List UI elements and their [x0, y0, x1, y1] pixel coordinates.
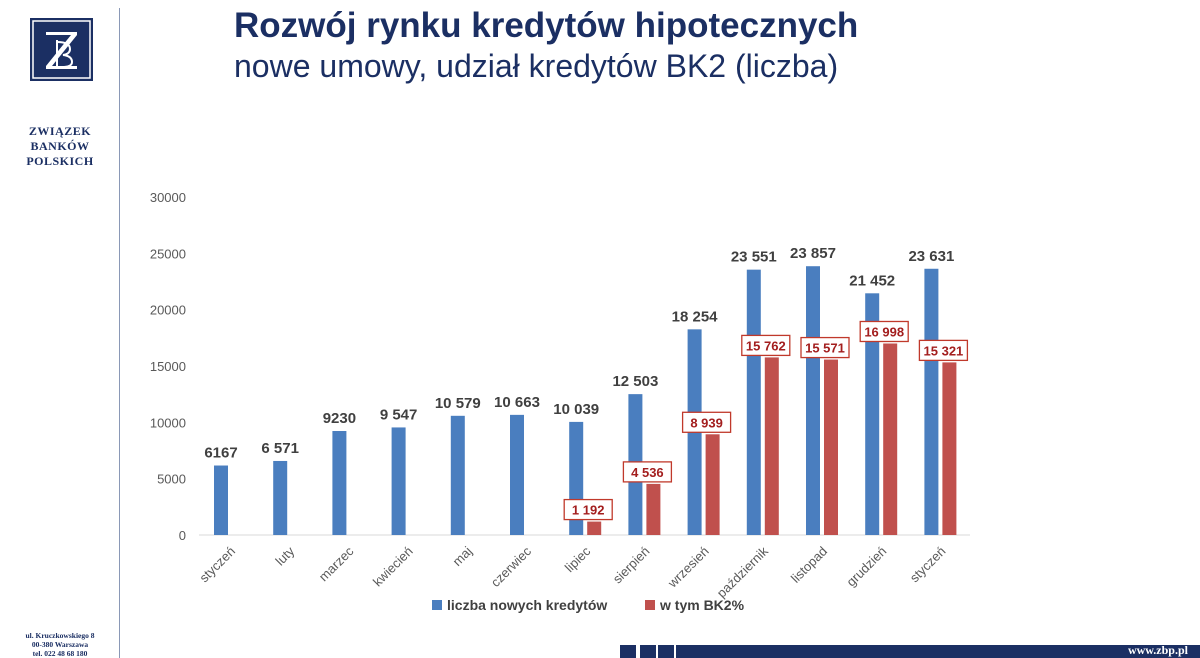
bar-liczba-nowych-kredytow [510, 414, 524, 535]
bar-liczba-nowych-kredytow [924, 268, 939, 535]
y-tick-label: 10000 [150, 415, 186, 430]
bar-liczba-nowych-kredytow [332, 431, 347, 535]
y-tick-label: 15000 [150, 359, 186, 374]
data-label-box-w-tym-bk2 [918, 339, 969, 362]
x-tick-label: listopad [788, 544, 830, 586]
data-label-liczba-nowych-kredytow: 23 551 [731, 249, 777, 266]
footer-square [640, 645, 656, 658]
data-label-liczba-nowych-kredytow: 9 547 [380, 406, 418, 423]
data-label-box-w-tym-bk2 [622, 461, 673, 483]
legend-swatch-liczba-nowych-kredytow [432, 600, 442, 610]
x-tick-label: styczeń [907, 544, 949, 586]
x-tick-label: grudzień [843, 544, 889, 590]
organization-name-line: BANKÓW [30, 139, 90, 153]
organization-name-line: POLSKICH [26, 154, 94, 168]
data-label-w-tym-bk2: 8 939 [690, 415, 723, 430]
data-label-liczba-nowych-kredytow: 18 254 [672, 308, 719, 325]
x-tick-label: kwiecień [370, 544, 416, 590]
address-line: tel. 022 48 68 180 [32, 649, 88, 658]
bar-liczba-nowych-kredytow [865, 293, 880, 535]
x-tick-label: czerwiec [488, 543, 535, 590]
bar-liczba-nowych-kredytow [450, 415, 465, 535]
data-label-box-w-tym-bk2 [681, 411, 732, 433]
x-tick-label: wrzesień [664, 544, 712, 592]
footer-bar [676, 645, 1200, 658]
bar-w-tym-bk2 [587, 521, 602, 535]
data-label-liczba-nowych-kredytow: 12 503 [612, 373, 658, 390]
legend-label-w-tym-bk2: w tym BK2% [659, 597, 745, 613]
bar-w-tym-bk2 [824, 359, 838, 535]
data-label-w-tym-bk2: 16 998 [864, 324, 904, 339]
bar-liczba-nowych-kredytow [214, 465, 228, 535]
bar-liczba-nowych-kredytow [746, 269, 761, 535]
footer-square [620, 645, 636, 658]
footer-square [658, 645, 674, 658]
bar-w-tym-bk2 [705, 434, 720, 535]
organization-name: ZWIĄZEK BANKÓW POLSKICH [0, 124, 120, 169]
data-label-liczba-nowych-kredytow: 10 663 [494, 394, 540, 411]
y-tick-label: 0 [179, 528, 186, 543]
legend-swatch-w-tym-bk2 [645, 600, 655, 610]
footer-url[interactable]: www.zbp.pl [1127, 643, 1188, 657]
data-label-liczba-nowych-kredytow: 6 571 [261, 440, 299, 457]
legend-label-liczba-nowych-kredytow: liczba nowych kredytów [447, 597, 607, 613]
x-tick-label: lipiec [562, 543, 594, 575]
data-label-liczba-nowych-kredytow: 9230 [323, 410, 356, 427]
data-label-w-tym-bk2: 4 536 [631, 465, 664, 480]
x-tick-label: maj [449, 543, 474, 568]
data-label-liczba-nowych-kredytow: 21 452 [849, 272, 895, 289]
y-tick-label: 25000 [150, 246, 186, 261]
data-label-liczba-nowych-kredytow: 6167 [204, 445, 237, 462]
data-label-box-w-tym-bk2 [800, 336, 850, 359]
bar-w-tym-bk2 [646, 483, 661, 535]
sidebar: ZWIĄZEK BANKÓW POLSKICH ul. Kruczkowskie… [0, 0, 120, 658]
x-tick-label: sierpień [610, 544, 653, 587]
bar-liczba-nowych-kredytow [391, 427, 406, 535]
y-tick-label: 20000 [150, 303, 186, 318]
data-label-liczba-nowych-kredytow: 10 579 [435, 395, 481, 412]
data-label-w-tym-bk2: 15 571 [805, 341, 845, 356]
data-label-w-tym-bk2: 15 762 [746, 338, 786, 353]
organization-address: ul. Kruczkowskiego 8 00-380 Warszawa tel… [0, 631, 120, 658]
data-label-liczba-nowych-kredytow: 23 857 [790, 245, 836, 262]
data-label-box-w-tym-bk2 [563, 498, 613, 521]
organization-name-line: ZWIĄZEK [28, 124, 92, 138]
x-tick-label: marzec [316, 543, 357, 584]
slide-subtitle: nowe umowy, udział kredytów BK2 (liczba) [234, 48, 839, 84]
data-label-w-tym-bk2: 1 192 [572, 503, 605, 518]
bar-w-tym-bk2 [883, 343, 898, 535]
data-label-w-tym-bk2: 15 321 [924, 343, 964, 358]
y-tick-label: 5000 [157, 472, 186, 487]
sidebar-divider [119, 8, 120, 658]
address-line: 00-380 Warszawa [31, 640, 89, 649]
x-tick-label: styczeń [196, 544, 238, 586]
x-tick-label: luty [272, 543, 297, 568]
address-line: ul. Kruczkowskiego 8 [25, 631, 95, 640]
bar-w-tym-bk2 [942, 362, 957, 535]
data-label-box-w-tym-bk2 [741, 334, 791, 357]
y-tick-label: 30000 [150, 190, 186, 205]
bar-liczba-nowych-kredytow [273, 460, 288, 535]
x-tick-label: październik [714, 543, 771, 600]
zbp-logo [30, 18, 93, 81]
bar-w-tym-bk2 [764, 357, 779, 535]
data-label-box-w-tym-bk2 [859, 320, 909, 343]
slide-title: Rozwój rynku kredytów hipotecznych [234, 6, 859, 45]
data-label-liczba-nowych-kredytow: 23 631 [908, 248, 954, 265]
data-label-liczba-nowych-kredytow: 10 039 [553, 401, 599, 418]
zbp-logo-icon [32, 20, 91, 79]
bar-liczba-nowych-kredytow [806, 266, 820, 535]
